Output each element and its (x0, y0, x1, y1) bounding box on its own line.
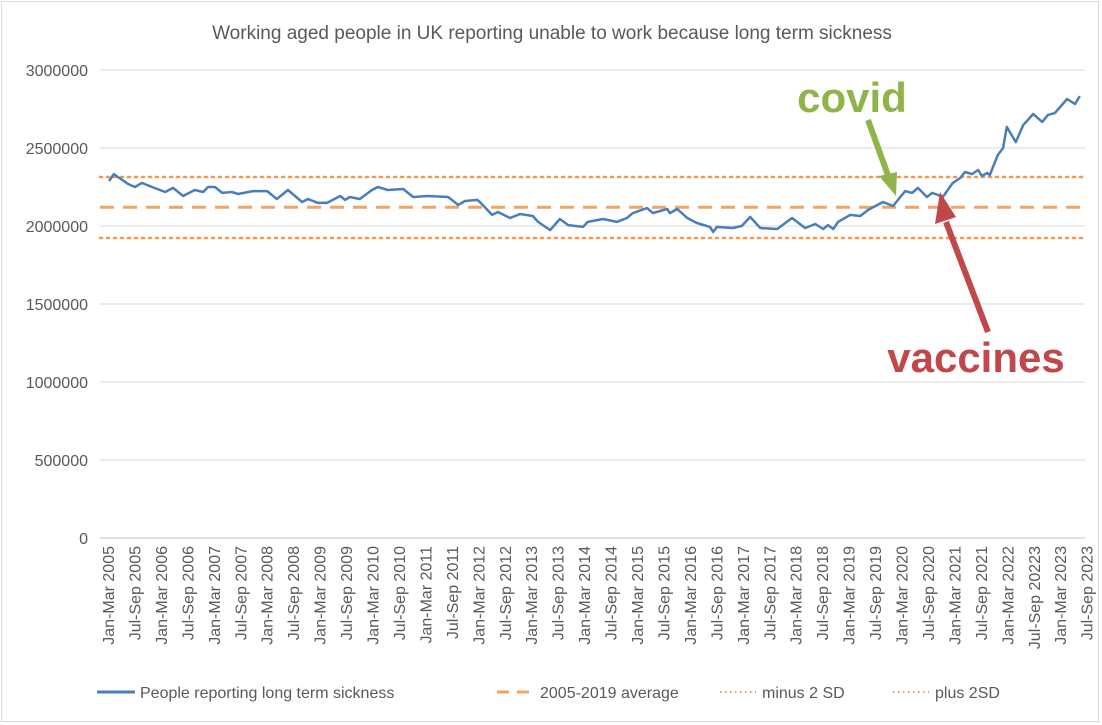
legend-item: People reporting long term sickness (97, 685, 394, 702)
x-tick-label: Jan-Mar 2008 (260, 546, 277, 645)
x-tick-label: Jan-Mar 2019 (842, 546, 859, 645)
legend-label: minus 2 SD (762, 685, 845, 702)
vaccines-arrow-shaft (943, 220, 991, 334)
legend-item: 2005-2019 average (497, 685, 679, 702)
x-tick-label: Jan-Mar 2023 (1053, 546, 1070, 645)
x-tick-label: Jan-Mar 2020 (895, 546, 912, 645)
x-tick-label: Jan-Mar 2009 (313, 546, 330, 645)
x-tick-label: Jul-Sep 2005 (127, 546, 144, 640)
legend-item: plus 2SD (893, 685, 1000, 702)
covid-annotation: covid (797, 74, 907, 121)
x-tick-label: Jan-Mar 2015 (630, 546, 647, 645)
x-tick-label: Jul-Sep 2007 (233, 546, 250, 640)
x-tick-label: Jul-Sep 2012 (498, 546, 515, 640)
x-tick-label: Jul-Sep 2013 (551, 546, 568, 640)
x-tick-label: Jul-Sep 2016 (709, 546, 726, 640)
covid-arrow-shaft (865, 118, 892, 180)
x-tick-label: Jan-Mar 2022 (1000, 546, 1017, 645)
y-tick-label: 2500000 (26, 141, 88, 158)
legend-label: People reporting long term sickness (140, 685, 394, 702)
x-tick-label: Jul-Sep 2014 (604, 546, 621, 640)
x-tick-label: Jan-Mar 2012 (471, 546, 488, 645)
x-tick-label: Jul-Sep 2006 (180, 546, 197, 640)
x-tick-label: Jul-Sep 2017 (762, 546, 779, 640)
x-tick-label: Jul-Sep 2018 (815, 546, 832, 640)
y-tick-label: 2000000 (26, 219, 88, 236)
y-tick-label: 500000 (35, 453, 88, 470)
x-tick-label: Jan-Mar 2018 (789, 546, 806, 645)
x-tick-label: Jul-Sep 2019 (868, 546, 885, 640)
x-tick-label: Jan-Mar 2016 (683, 546, 700, 645)
y-tick-label: 1500000 (26, 297, 88, 314)
x-tick-label: Jul-Sep 20223 (1027, 546, 1044, 649)
x-tick-label: Jan-Mar 2007 (207, 546, 224, 645)
x-tick-label: Jul-Sep 2023 (1080, 546, 1097, 640)
x-tick-label: Jul-Sep 2008 (286, 546, 303, 640)
x-tick-label: Jan-Mar 2006 (154, 546, 171, 645)
x-tick-label: Jul-Sep 2010 (392, 546, 409, 640)
x-tick-label: Jan-Mar 2010 (366, 546, 383, 645)
x-tick-label: Jul-Sep 2009 (339, 546, 356, 640)
x-tick-label: Jul-Sep 2015 (656, 546, 673, 640)
x-tick-label: Jul-Sep 2011 (445, 546, 462, 639)
series-line-long-term-sickness (108, 95, 1081, 234)
x-tick-label: Jan-Mar 2011 (418, 546, 435, 644)
x-tick-label: Jan-Mar 2021 (947, 546, 964, 645)
x-tick-label: Jan-Mar 2013 (524, 546, 541, 645)
x-tick-label: Jan-Mar 2005 (101, 546, 118, 645)
covid-arrow-head (879, 172, 897, 196)
legend-item: minus 2 SD (720, 685, 845, 702)
legend-label: plus 2SD (935, 685, 1000, 702)
x-tick-label: Jul-Sep 2021 (974, 546, 991, 640)
x-tick-label: Jan-Mar 2014 (577, 546, 594, 645)
y-tick-label: 0 (79, 531, 88, 548)
vaccines-arrow-head (935, 192, 956, 224)
legend-label: 2005-2019 average (540, 685, 679, 702)
chart-title: Working aged people in UK reporting unab… (212, 23, 892, 44)
y-tick-label: 1000000 (26, 375, 88, 392)
y-tick-label: 3000000 (26, 63, 88, 80)
vaccines-annotation: vaccines (887, 334, 1064, 381)
x-tick-label: Jan-Mar 2017 (736, 546, 753, 645)
x-tick-label: Jul-Sep 2020 (921, 546, 938, 640)
